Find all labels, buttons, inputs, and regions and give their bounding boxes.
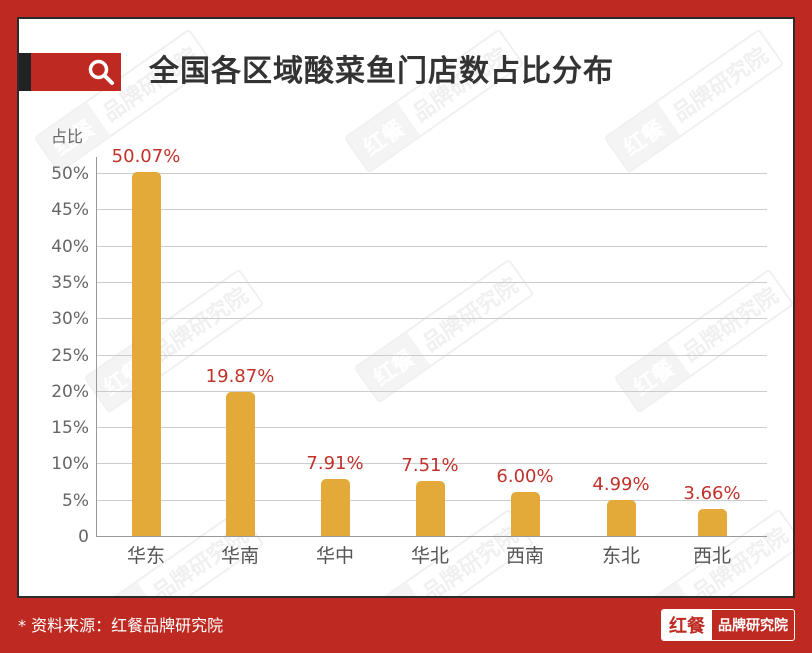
bar-value-label: 50.07% [111, 146, 181, 168]
y-tick-label: 15% [51, 418, 89, 439]
y-axis-line [96, 157, 97, 537]
x-category-label: 西南 [505, 545, 544, 567]
bar-value-label: 7.51% [401, 455, 459, 477]
bar [225, 391, 255, 536]
y-tick-label: 20% [51, 381, 89, 402]
y-tick-label: 40% [51, 236, 89, 257]
x-category-label: 华北 [410, 545, 449, 567]
search-icon [88, 59, 114, 85]
gridline [97, 354, 767, 356]
y-tick-label: 30% [51, 309, 89, 330]
bar [510, 492, 540, 536]
y-tick-label: 25% [51, 345, 89, 366]
y-tick-label: 50% [51, 164, 89, 184]
y-tick-label: 5% [62, 490, 89, 511]
x-category-label: 华东 [126, 545, 165, 567]
bar [697, 509, 727, 536]
bar-value-label: 19.87% [205, 365, 275, 387]
x-category-label: 东北 [601, 545, 640, 567]
x-category-label: 华南 [220, 545, 259, 567]
logo-mark: 红餐 [662, 610, 712, 640]
bar-value-label: 4.99% [592, 473, 650, 495]
gridline [97, 390, 767, 392]
chart-panel: 红餐 品牌研究院 红餐 品牌研究院 红餐 品牌研究院 红餐 品牌研究院 红餐 品… [17, 17, 795, 598]
brand-logo: 红餐 品牌研究院 [661, 609, 795, 641]
bar-chart: 0 5% 10% 15% 20% 25% 30% 35% 40% 45% 50% 50.07% 华东 19… [19, 19, 793, 596]
y-tick-label: 35% [51, 272, 89, 293]
chart-title: 全国各区域酸菜鱼门店数占比分布 [149, 54, 614, 89]
x-category-label: 西北 [692, 545, 731, 567]
bar [606, 499, 636, 536]
gridline [97, 318, 767, 320]
gridline [97, 245, 767, 247]
y-axis-title: 占比 [51, 127, 84, 146]
bar [415, 481, 445, 536]
y-tick-label: 0 [78, 527, 89, 547]
logo-text: 品牌研究院 [718, 618, 788, 634]
bar [131, 172, 161, 536]
y-tick-label: 10% [51, 454, 89, 475]
source-note: * 资料来源：红餐品牌研究院 [18, 616, 224, 635]
header-accent-strip [19, 53, 31, 91]
bar-value-label: 3.66% [683, 483, 741, 505]
bar [320, 478, 350, 536]
bar-value-label: 6.00% [496, 466, 554, 488]
header-icon-block [31, 53, 121, 91]
y-tick-label: 45% [51, 200, 89, 221]
gridline [97, 463, 767, 465]
gridline [97, 427, 767, 429]
gridline [97, 173, 767, 174]
gridline [97, 209, 767, 211]
x-axis-line [96, 536, 767, 537]
bar-value-label: 7.91% [306, 452, 364, 474]
gridline [97, 281, 767, 283]
x-category-label: 华中 [315, 545, 354, 567]
